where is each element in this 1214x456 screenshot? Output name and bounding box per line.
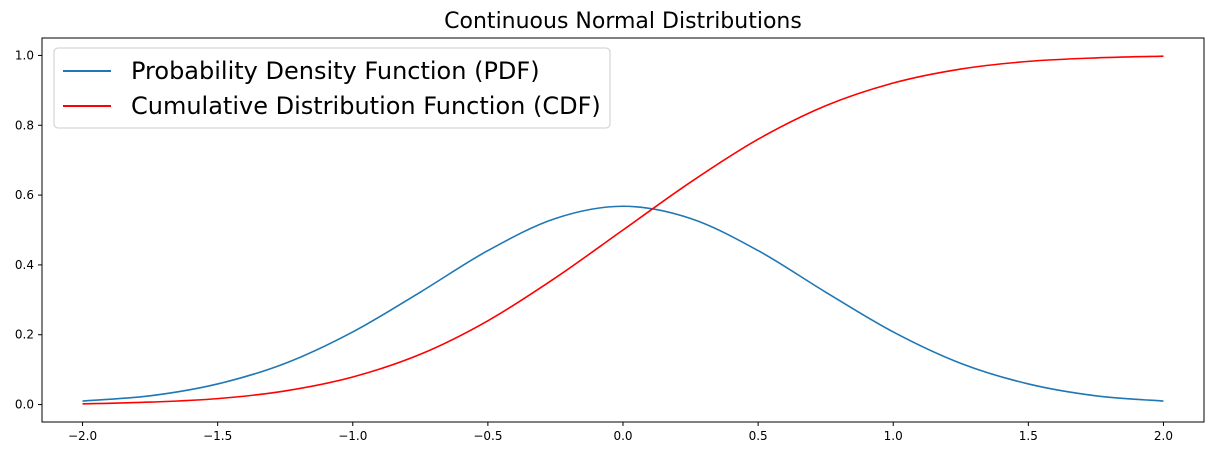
x-tick-label: −1.5 bbox=[203, 429, 232, 443]
x-tick-label: 1.5 bbox=[1019, 429, 1038, 443]
x-tick-label: 1.0 bbox=[884, 429, 903, 443]
x-tick-label: 2.0 bbox=[1154, 429, 1173, 443]
x-tick-label: −0.5 bbox=[473, 429, 502, 443]
x-tick-label: 0.5 bbox=[749, 429, 768, 443]
y-tick-label: 1.0 bbox=[15, 48, 34, 62]
x-tick-label: −2.0 bbox=[68, 429, 97, 443]
legend-label: Cumulative Distribution Function (CDF) bbox=[131, 92, 601, 120]
legend-box bbox=[53, 47, 611, 129]
x-tick-label: −1.0 bbox=[338, 429, 367, 443]
y-tick-label: 0.2 bbox=[15, 328, 34, 342]
y-tick-label: 0.0 bbox=[15, 398, 34, 412]
plot-lines bbox=[82, 55, 1164, 405]
pdf-line bbox=[82, 205, 1164, 402]
x-axis: −2.0 −1.5 −1.0 −0.5 0.0 0.5 1.0 1.5 2.0 bbox=[68, 422, 1173, 443]
cdf-line bbox=[82, 55, 1164, 405]
plot-frame bbox=[41, 37, 1205, 423]
legend-label: Probability Density Function (PDF) bbox=[131, 57, 540, 85]
y-tick-label: 0.4 bbox=[15, 258, 34, 272]
y-axis: 0.0 0.2 0.4 0.6 0.8 1.0 bbox=[15, 48, 42, 412]
legend: Probability Density Function (PDF) Cumula… bbox=[53, 47, 611, 129]
y-tick-label: 0.6 bbox=[15, 188, 34, 202]
x-tick-label: 0.0 bbox=[613, 429, 632, 443]
chart-title: Continuous Normal Distributions bbox=[444, 9, 802, 34]
y-tick-label: 0.8 bbox=[15, 118, 34, 132]
